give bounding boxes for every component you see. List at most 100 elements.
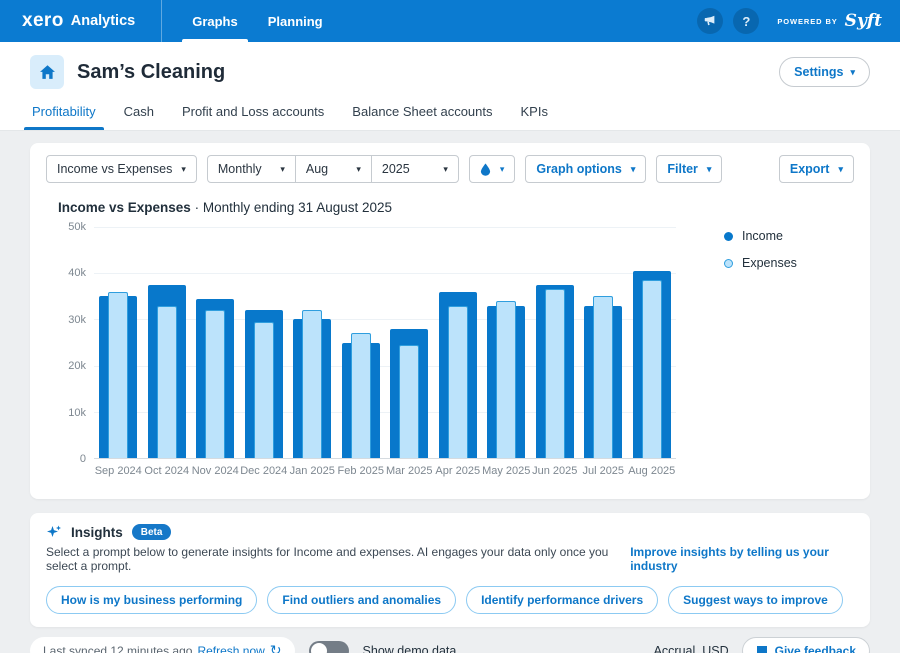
tab-balance-sheet-accounts[interactable]: Balance Sheet accounts	[352, 104, 493, 119]
frequency-select[interactable]: Monthly ▾	[208, 156, 296, 182]
legend: Income Expenses	[724, 227, 797, 459]
give-feedback-label: Give feedback	[774, 644, 856, 653]
y-axis: 50k 40k 30k 20k 10k 0	[50, 221, 94, 465]
chart-title: Income vs Expenses · Monthly ending 31 A…	[58, 200, 854, 215]
show-demo-data-label: Show demo data	[362, 644, 457, 653]
chevron-down-icon: ▾	[356, 163, 361, 174]
y-tick-30k: 30k	[68, 313, 86, 326]
footer: Last synced 12 minutes ago Refresh now ↻…	[0, 627, 900, 653]
filter-label: Filter	[667, 162, 698, 176]
y-tick-10k: 10k	[68, 406, 86, 419]
metric-select-value: Income vs Expenses	[57, 162, 173, 176]
bar-group-jul-2025[interactable]: Jul 2025	[579, 227, 628, 477]
settings-button[interactable]: Settings ▾	[779, 57, 870, 87]
frequency-value: Monthly	[217, 162, 262, 176]
xero-analytics-logo: xero Analytics	[22, 0, 135, 42]
insights-header: Insights Beta	[46, 524, 854, 540]
filter-button[interactable]: Filter ▾	[656, 155, 723, 183]
chart-title-main: Income vs Expenses	[58, 200, 191, 215]
tab-profitability[interactable]: Profitability	[24, 104, 104, 130]
help-button[interactable]: ?	[733, 8, 760, 34]
top-nav-planning[interactable]: Planning	[267, 13, 323, 29]
sparkles-icon	[47, 525, 61, 537]
title-row: Sam’s Cleaning Settings ▾	[30, 55, 870, 89]
tab-profit-and-loss-accounts[interactable]: Profit and Loss accounts	[181, 104, 325, 119]
bar-group-mar-2025[interactable]: Mar 2025	[385, 227, 434, 477]
metric-select[interactable]: Income vs Expenses ▾	[46, 155, 197, 183]
settings-label: Settings	[794, 65, 844, 79]
page-header: Sam’s Cleaning Settings ▾ Profitability C…	[0, 42, 900, 131]
x-axis-label: Nov 2024	[191, 465, 239, 477]
show-demo-data-toggle[interactable]	[308, 641, 349, 653]
x-axis-label: Jun 2025	[532, 465, 578, 477]
bar-group-jun-2025[interactable]: Jun 2025	[531, 227, 580, 477]
bar-group-aug-2025[interactable]: Aug 2025	[628, 227, 677, 477]
month-select[interactable]: Aug ▾	[296, 156, 372, 182]
gridline-10k	[94, 411, 676, 413]
refresh-now-link[interactable]: Refresh now	[197, 644, 265, 653]
main-content: Income vs Expenses ▾ Monthly ▾ Aug ▾ 202…	[0, 131, 900, 627]
chevron-down-icon: ▾	[850, 66, 855, 77]
powered-by: POWERED BY Syft	[777, 11, 882, 31]
legend-item-expenses[interactable]: Expenses	[724, 256, 797, 270]
legend-label: Expenses	[742, 256, 797, 270]
bar-group-dec-2024[interactable]: Dec 2024	[240, 227, 289, 477]
sync-status: Last synced 12 minutes ago Refresh now ↻	[30, 637, 295, 653]
droplet-icon	[480, 163, 490, 176]
bar-group-oct-2024[interactable]: Oct 2024	[143, 227, 192, 477]
expenses-bar	[496, 300, 517, 458]
bar-group-nov-2024[interactable]: Nov 2024	[191, 227, 240, 477]
month-value: Aug	[305, 162, 329, 176]
expenses-bar	[544, 289, 565, 458]
prompt-suggest-ways-to-improve[interactable]: Suggest ways to improve	[668, 586, 843, 614]
theme-color-select[interactable]: ▾	[468, 155, 516, 183]
page-tabs: Profitability Cash Profit and Loss account…	[24, 104, 870, 130]
gridline-20k	[94, 365, 676, 367]
page-title: Sam’s Cleaning	[77, 60, 226, 83]
prompt-identify-performance-drivers[interactable]: Identify performance drivers	[466, 586, 659, 614]
prompt-how-is-my-business-performing[interactable]: How is my business performing	[46, 586, 258, 614]
plot-area: Sep 2024 Oct 2024 Nov 2024 Dec 2024 Jan 2025…	[94, 227, 677, 477]
x-axis-label: Jan 2025	[289, 465, 335, 477]
tab-cash[interactable]: Cash	[123, 104, 154, 119]
chevron-down-icon: ▾	[443, 163, 448, 174]
chevron-down-icon: ▾	[181, 163, 186, 174]
expenses-bar	[205, 310, 226, 458]
y-tick-20k: 20k	[68, 360, 86, 373]
gridline-30k	[94, 319, 676, 321]
year-select[interactable]: 2025 ▾	[372, 156, 458, 182]
gridline-50k	[94, 227, 676, 228]
x-axis-label: Apr 2025	[435, 465, 481, 477]
expenses-bar	[593, 296, 614, 458]
expenses-bar	[350, 333, 371, 458]
home-button[interactable]	[30, 55, 64, 89]
gridline-40k	[94, 273, 676, 275]
expenses-bar	[108, 291, 129, 458]
insights-title: Insights	[71, 524, 123, 540]
insights-card: Insights Beta Select a prompt below to g…	[30, 513, 870, 627]
y-tick-50k: 50k	[68, 221, 86, 233]
tab-kpis[interactable]: KPIs	[520, 104, 548, 119]
footer-right: Accrual, USD Give feedback	[654, 637, 870, 653]
prompt-find-outliers-and-anomalies[interactable]: Find outliers and anomalies	[267, 586, 457, 614]
legend-item-income[interactable]: Income	[724, 229, 797, 243]
question-mark-icon: ?	[742, 13, 751, 29]
refresh-icon[interactable]: ↻	[269, 643, 282, 653]
give-feedback-button[interactable]: Give feedback	[741, 637, 870, 653]
bar-group-apr-2025[interactable]: Apr 2025	[434, 227, 483, 477]
export-button[interactable]: Export ▾	[778, 155, 854, 183]
bar-group-feb-2025[interactable]: Feb 2025	[337, 227, 386, 477]
x-axis-label: Mar 2025	[386, 465, 433, 477]
legend-label: Income	[742, 229, 783, 243]
industry-link[interactable]: Improve insights by telling us your indu…	[630, 545, 829, 573]
announcements-button[interactable]	[697, 8, 724, 34]
top-nav-graphs[interactable]: Graphs	[182, 0, 248, 42]
bar-group-sep-2024[interactable]: Sep 2024	[94, 227, 143, 477]
graph-options-button[interactable]: Graph options ▾	[525, 155, 647, 183]
year-value: 2025	[381, 162, 410, 176]
x-axis-label: Feb 2025	[337, 465, 384, 477]
chevron-down-icon: ▾	[280, 163, 285, 174]
bar-group-may-2025[interactable]: May 2025	[482, 227, 531, 477]
x-axis-label: Dec 2024	[240, 465, 288, 477]
bar-group-jan-2025[interactable]: Jan 2025	[288, 227, 337, 477]
